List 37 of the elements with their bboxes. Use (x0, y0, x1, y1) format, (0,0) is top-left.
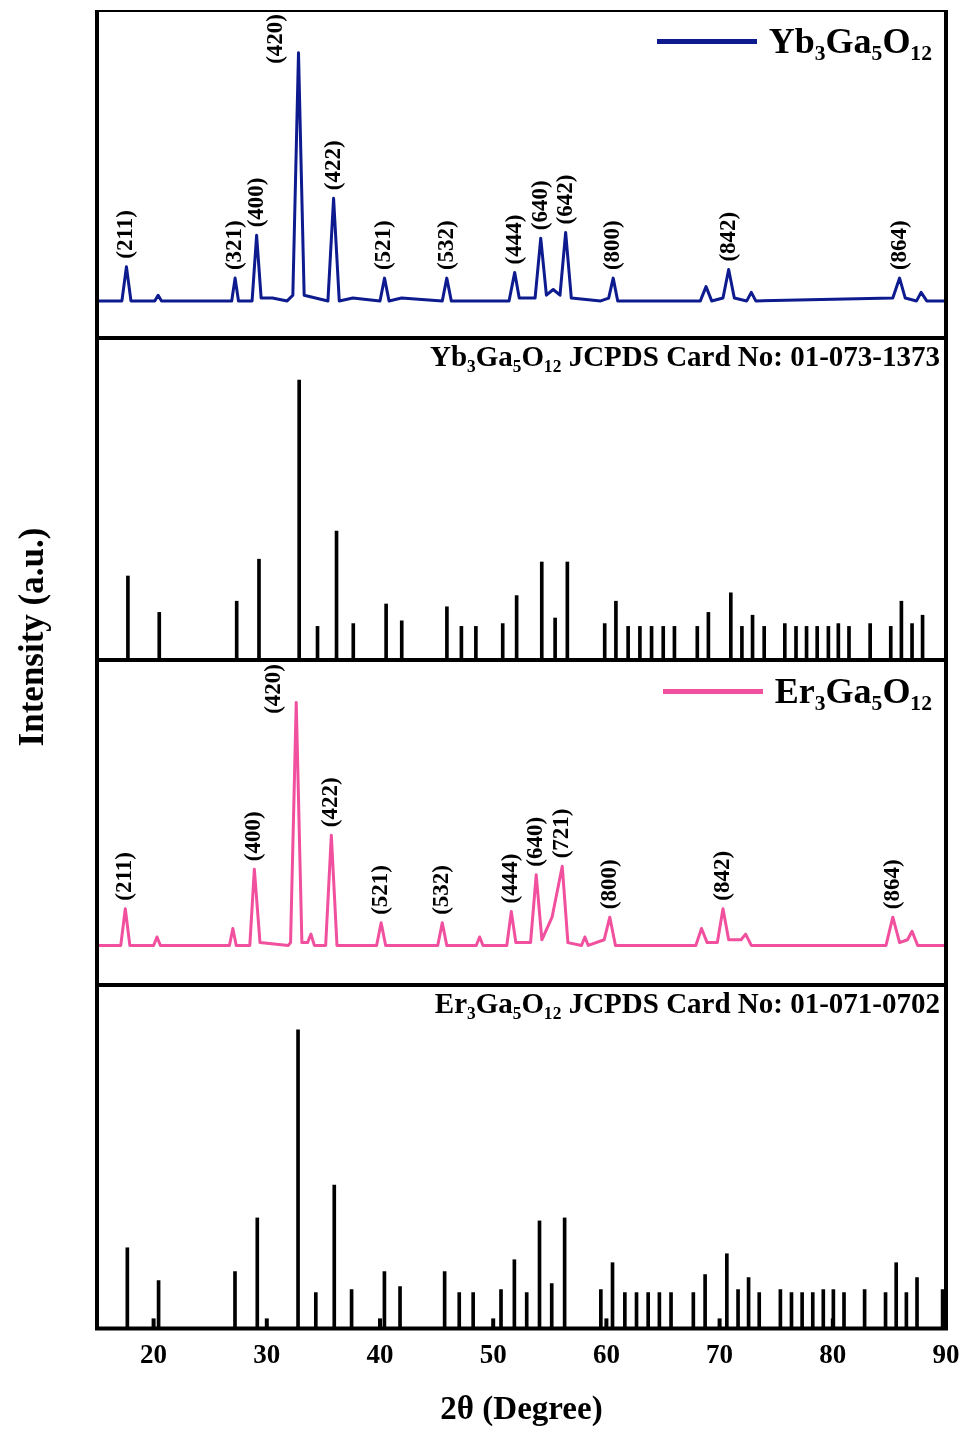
annotation: (842) (714, 211, 740, 262)
annotation: (864) (878, 859, 904, 910)
x-tick-label: 50 (479, 1338, 507, 1369)
x-tick-label: 40 (366, 1338, 394, 1369)
annotation: (444) (497, 853, 523, 904)
annotation: (640) (526, 180, 552, 231)
x-tick-label: 90 (932, 1338, 960, 1369)
annotation: (420) (262, 14, 288, 64)
annotation: (211) (112, 210, 138, 259)
chart-title: Yb₃Ga₅O₁₂ JCPDS Card No: 01-073-1373 (429, 339, 940, 372)
y-axis-title: Intensity (a.u.) (12, 527, 52, 747)
x-tick-label: 60 (592, 1338, 620, 1369)
annotation: (422) (317, 777, 343, 828)
x-tick-label: 70 (706, 1338, 734, 1369)
annotation: (521) (367, 865, 393, 915)
annotation: (444) (500, 214, 526, 265)
annotation: (211) (111, 852, 137, 901)
annotation: (721) (548, 808, 574, 859)
annotation: (640) (522, 816, 548, 867)
chart-title: Er₃Ga₅O₁₂ JCPDS Card No: 01-071-0702 (434, 986, 940, 1019)
annotation: (864) (885, 220, 911, 271)
annotation: (532) (432, 220, 458, 271)
x-tick-label: 30 (253, 1338, 281, 1369)
annotation: (842) (708, 850, 734, 901)
legend-label: Er₃Ga₅O₁₂ (774, 670, 932, 712)
annotation: (521) (370, 220, 396, 271)
annotation: (420) (260, 664, 286, 714)
annotation: (532) (428, 865, 454, 915)
annotation: (642) (551, 174, 577, 225)
annotation: (800) (599, 220, 625, 271)
x-tick-label: 80 (819, 1338, 847, 1369)
annotation: (400) (240, 811, 266, 862)
x-axis-title: 2θ (Degree) (440, 1389, 603, 1427)
annotation: (422) (319, 140, 345, 191)
annotation: (800) (595, 859, 621, 910)
x-tick-label: 20 (140, 1338, 168, 1369)
legend-label: Yb₃Ga₅O₁₂ (768, 20, 932, 62)
